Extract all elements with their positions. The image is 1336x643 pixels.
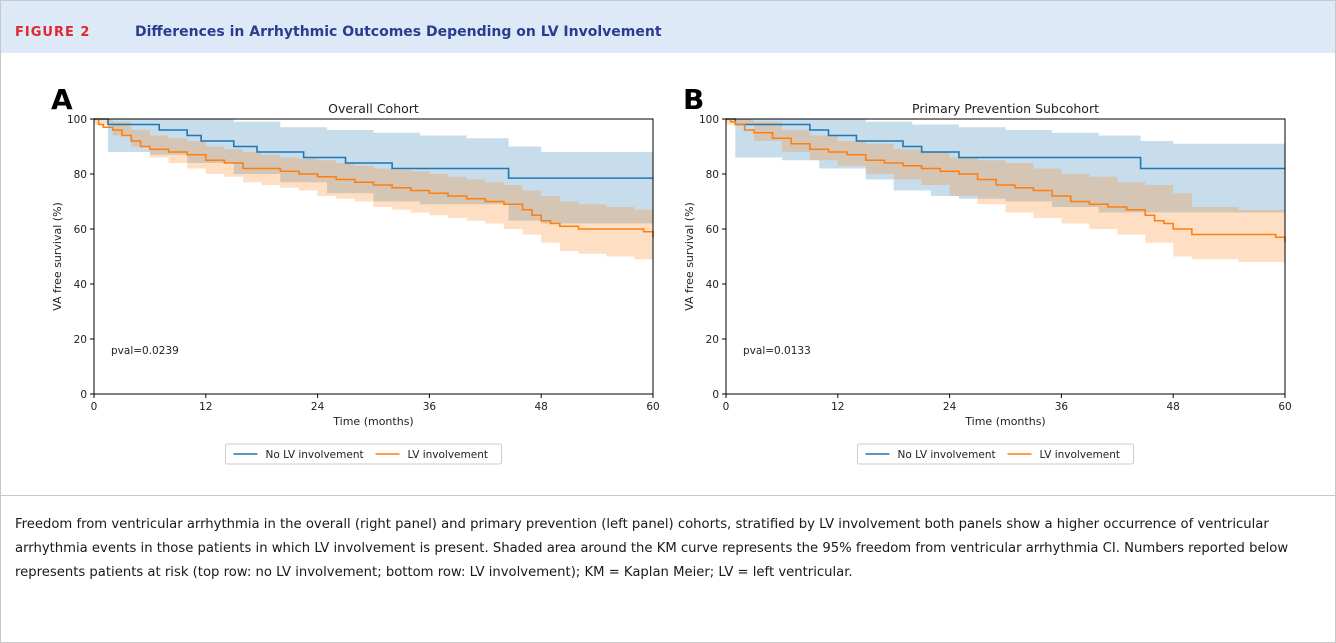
y-tick-label: 100	[699, 114, 719, 126]
chart-title: Primary Prevention Subcohort	[912, 101, 1099, 116]
survival-line-lv	[726, 118, 1286, 243]
y-tick-label: 40	[74, 279, 87, 291]
y-tick-label: 20	[74, 334, 87, 346]
pvalue-annotation: pval=0.0133	[743, 345, 811, 357]
figure-label: FIGURE 2	[15, 25, 91, 40]
x-tick-label: 0	[723, 401, 730, 413]
x-tick-label: 60	[646, 401, 659, 413]
panel-letter: A	[51, 83, 73, 116]
x-axis-label: Time (months)	[332, 415, 413, 428]
chart-panel-a: A Overall Cohort 0 12 24 36 48 60 0 20 40 60 80 100 Ti…	[51, 83, 660, 465]
legend-box	[225, 443, 502, 465]
ci-band-lv	[94, 119, 653, 265]
y-axis-label: VA free survival (%)	[683, 202, 696, 311]
y-axis-label: VA free survival (%)	[51, 202, 64, 311]
y-tick-label: 60	[74, 224, 87, 236]
x-axis-label: Time (months)	[964, 415, 1045, 428]
y-tick-label: 60	[706, 224, 719, 236]
y-tick-label: 20	[706, 334, 719, 346]
legend-box	[857, 443, 1134, 465]
ci-band-no-lv	[726, 119, 1285, 216]
figure-title: Differences in Arrhythmic Outcomes Depen…	[135, 24, 662, 40]
survival-line-lv	[94, 118, 654, 238]
chart-title: Overall Cohort	[328, 101, 419, 116]
y-tick-label: 80	[74, 169, 87, 181]
x-tick-label: 60	[1278, 401, 1291, 413]
x-tick-label: 48	[1167, 401, 1180, 413]
figure-caption: Freedom from ventricular arrhythmia in t…	[15, 517, 1289, 580]
x-tick-label: 0	[91, 401, 98, 413]
survival-line-no-lv	[726, 118, 1285, 170]
y-tick-label: 80	[706, 169, 719, 181]
plot-frame	[93, 118, 654, 395]
y-tick-label: 100	[67, 114, 87, 126]
caption-divider	[1, 495, 1335, 496]
legend-label-no-lv: No LV involvement	[898, 449, 996, 461]
x-tick-label: 48	[535, 401, 548, 413]
plot-frame	[725, 118, 1286, 395]
legend-label-lv: LV involvement	[1040, 449, 1120, 461]
x-tick-label: 12	[831, 401, 844, 413]
survival-line-no-lv	[94, 118, 653, 179]
y-tick-label: 0	[80, 389, 87, 401]
chart-panel-b: B Primary Prevention Subcohort 0 12 24 36 48 60…	[683, 83, 1292, 465]
y-tick-label: 40	[706, 279, 719, 291]
figure-header: FIGURE 2 Differences in Arrhythmic Outco…	[1, 1, 1335, 53]
y-tick-label: 0	[712, 389, 719, 401]
x-tick-label: 24	[311, 401, 325, 413]
x-tick-label: 12	[199, 401, 212, 413]
legend-label-no-lv: No LV involvement	[266, 449, 364, 461]
panel-letter: B	[683, 83, 704, 116]
x-tick-label: 36	[1055, 401, 1069, 413]
x-tick-label: 36	[423, 401, 437, 413]
pvalue-annotation: pval=0.0239	[111, 345, 179, 357]
legend-label-lv: LV involvement	[408, 449, 488, 461]
x-tick-label: 24	[943, 401, 957, 413]
